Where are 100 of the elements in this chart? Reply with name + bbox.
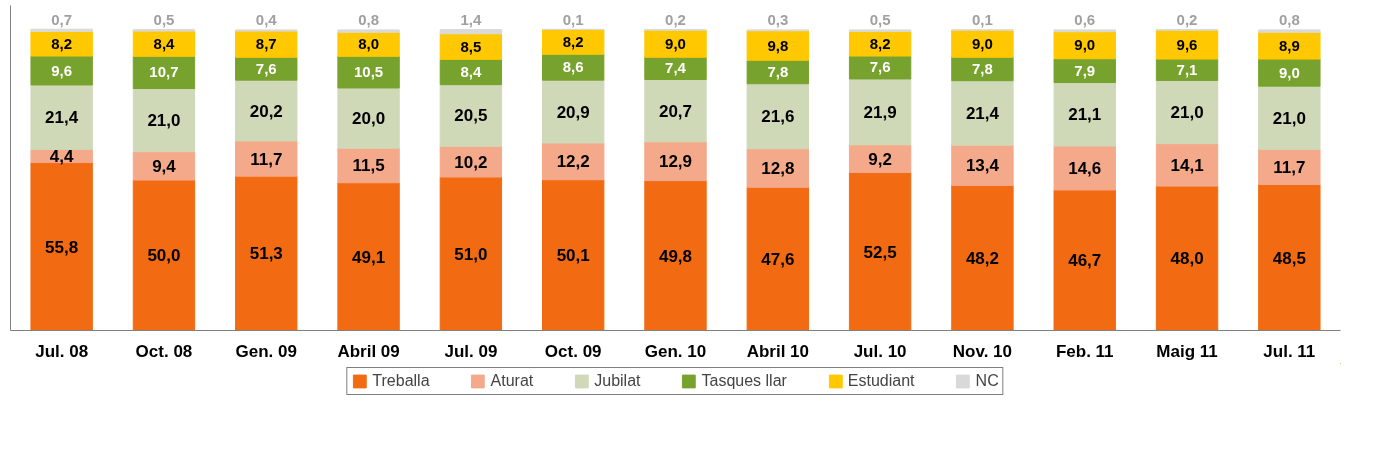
data-label: 10,7 <box>149 63 179 81</box>
data-label: 8,4 <box>153 34 176 52</box>
data-label: 7,9 <box>1074 61 1096 79</box>
data-label: 21,0 <box>1170 103 1204 123</box>
data-label: 7,1 <box>1176 60 1198 78</box>
bar <box>132 88 196 153</box>
data-label: 20,7 <box>658 101 693 121</box>
data-label: 20,2 <box>249 101 283 121</box>
x-tick-label: Feb. 11 <box>1055 341 1114 361</box>
data-label: 0,1 <box>562 10 584 28</box>
bar <box>644 180 707 331</box>
x-tick-label: Gen. 09 <box>235 341 297 361</box>
data-label: 8,4 <box>460 63 482 80</box>
data-label: 0,7 <box>51 10 73 28</box>
data-label: 0,6 <box>1074 11 1096 29</box>
data-label: 13,4 <box>965 156 1000 176</box>
bar <box>1155 185 1219 331</box>
data-label: 0,8 <box>358 11 380 29</box>
data-label: 1,4 <box>460 11 482 29</box>
data-label: 10,2 <box>454 152 488 172</box>
data-label: 8,0 <box>358 35 380 53</box>
bar <box>235 79 298 142</box>
x-tick-label: Maig 11 <box>1156 341 1218 361</box>
bar <box>848 78 912 146</box>
data-label: 7,8 <box>972 60 993 77</box>
data-label: 51,3 <box>249 244 283 264</box>
data-label: 0,1 <box>972 11 993 29</box>
x-tick-label: Nov. 10 <box>952 341 1013 361</box>
x-tick-label: Oct. 08 <box>135 341 193 361</box>
legend-label: NC <box>975 372 999 390</box>
bar <box>1155 29 1219 60</box>
data-label: 50,0 <box>147 246 181 266</box>
data-label: 50,1 <box>556 246 590 266</box>
data-label: 9,0 <box>972 34 993 52</box>
bar <box>1053 189 1116 331</box>
data-label: 49,1 <box>352 247 386 267</box>
data-label: 0,2 <box>1176 11 1198 29</box>
data-label: 48,5 <box>1272 248 1306 268</box>
data-label: 21,4 <box>965 103 1000 123</box>
data-label: 7,4 <box>665 59 687 77</box>
data-label: 0,2 <box>665 11 686 29</box>
data-label: 8,2 <box>562 32 584 50</box>
bar <box>1053 145 1116 191</box>
x-tick-label: Jul. 11 <box>1263 341 1316 361</box>
data-label: 7,6 <box>869 58 891 76</box>
data-label: 14,6 <box>1068 159 1102 178</box>
bar <box>1258 184 1321 331</box>
bar <box>439 84 503 147</box>
legend-label: Tasques llar <box>701 372 787 390</box>
bar <box>132 179 196 331</box>
data-label: 20,9 <box>556 102 590 122</box>
legend-label: Treballa <box>372 372 430 390</box>
legend-label: Aturat <box>490 372 534 390</box>
data-label: 14,1 <box>1170 155 1204 175</box>
x-tick-label: Jul. 09 <box>444 341 498 361</box>
data-label: 21,1 <box>1068 105 1102 125</box>
data-label: 11,7 <box>250 149 283 169</box>
data-label: 8,5 <box>460 37 482 55</box>
data-label: 52,5 <box>863 242 897 262</box>
data-label: 0,5 <box>869 11 891 29</box>
x-tick-label: Jul. 08 <box>35 341 89 361</box>
data-label: 10,5 <box>353 63 384 81</box>
data-label: 48,0 <box>1170 249 1204 269</box>
data-label: 55,8 <box>45 237 79 257</box>
x-tick-label: Gen. 10 <box>644 341 707 361</box>
bar <box>746 186 809 331</box>
bar <box>30 55 93 86</box>
x-tick-label: Abril 09 <box>337 341 400 361</box>
bar <box>439 176 503 331</box>
data-label: 9,8 <box>767 36 789 54</box>
data-label: 12,9 <box>658 152 693 172</box>
data-label: 12,8 <box>761 159 795 178</box>
data-label: 8,2 <box>869 34 891 52</box>
data-label: 48,2 <box>965 248 999 268</box>
data-label: 20,0 <box>352 109 386 129</box>
data-label: 9,0 <box>1074 36 1096 54</box>
data-label: 9,6 <box>51 61 73 79</box>
bar <box>644 79 707 143</box>
data-label: 49,8 <box>658 246 693 266</box>
bar <box>542 79 605 144</box>
data-label: 7,6 <box>255 59 277 77</box>
data-label: 8,7 <box>255 35 277 53</box>
data-label: 21,6 <box>761 107 795 127</box>
bar <box>30 28 93 32</box>
bar <box>848 172 912 331</box>
data-label: 21,9 <box>863 102 897 122</box>
data-label: 0,3 <box>767 11 789 29</box>
data-label: 47,6 <box>761 249 795 269</box>
bar <box>951 184 1014 331</box>
data-label: 7,8 <box>767 63 789 80</box>
bar <box>337 182 400 331</box>
x-tick-label: Oct. 09 <box>544 341 602 361</box>
data-label: 0,8 <box>1278 11 1300 29</box>
bar <box>1053 82 1116 147</box>
bar <box>337 55 400 89</box>
x-tick-label: Abril 10 <box>746 341 809 361</box>
bar <box>235 175 298 331</box>
bar <box>746 83 809 150</box>
legend-label: Estudiant <box>847 372 915 390</box>
data-label: 12,2 <box>556 152 590 172</box>
